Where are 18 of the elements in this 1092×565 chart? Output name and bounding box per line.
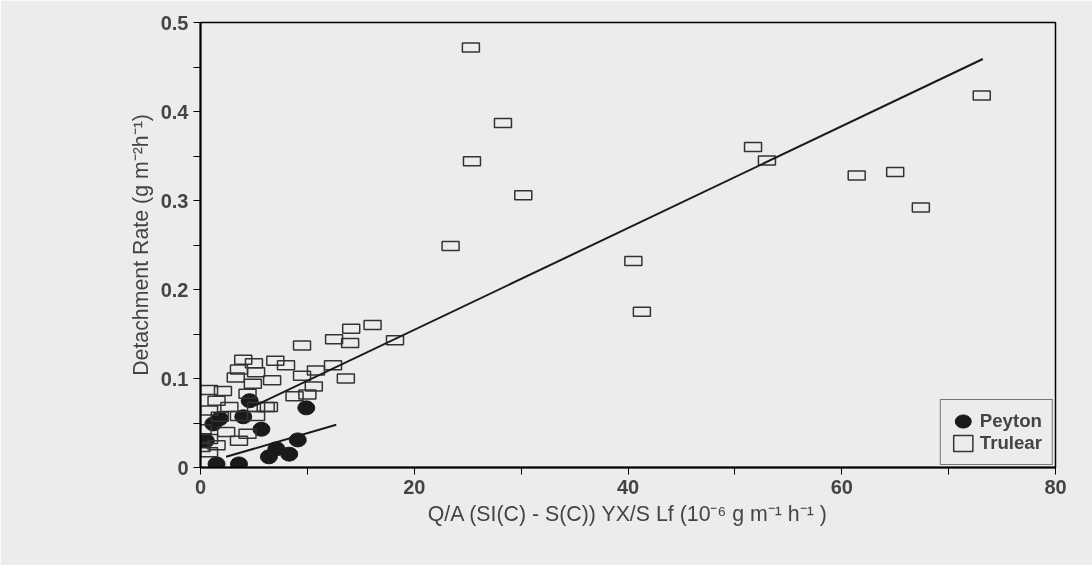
point bbox=[252, 421, 271, 437]
x-tick-label: 20 bbox=[403, 475, 426, 498]
legend-label: Peyton bbox=[979, 410, 1042, 432]
x-tick-label: 0 bbox=[194, 475, 207, 498]
y-tick-label: 0.3 bbox=[160, 189, 189, 212]
y-axis-title: Detachment Rate (g m⁻²h⁻¹) bbox=[128, 114, 153, 376]
point bbox=[297, 400, 316, 416]
x-tick-label: 80 bbox=[1044, 475, 1067, 498]
y-tick-label: 0.2 bbox=[160, 278, 189, 301]
point bbox=[280, 446, 299, 462]
y-tick-label: 0.4 bbox=[160, 100, 190, 123]
x-tick-label: 40 bbox=[616, 475, 640, 498]
y-tick-label: 0.5 bbox=[160, 11, 189, 34]
y-tick-label: 0.1 bbox=[160, 367, 189, 390]
y-tick-label: 0 bbox=[177, 456, 189, 479]
x-tick-label: 60 bbox=[830, 475, 853, 498]
x-axis-title: Q/A (SI(C) - S(C)) YX/S Lf (10⁻⁶ g m⁻¹ h⁻¹ ) bbox=[427, 501, 827, 526]
legend-label: Trulear bbox=[979, 432, 1042, 454]
